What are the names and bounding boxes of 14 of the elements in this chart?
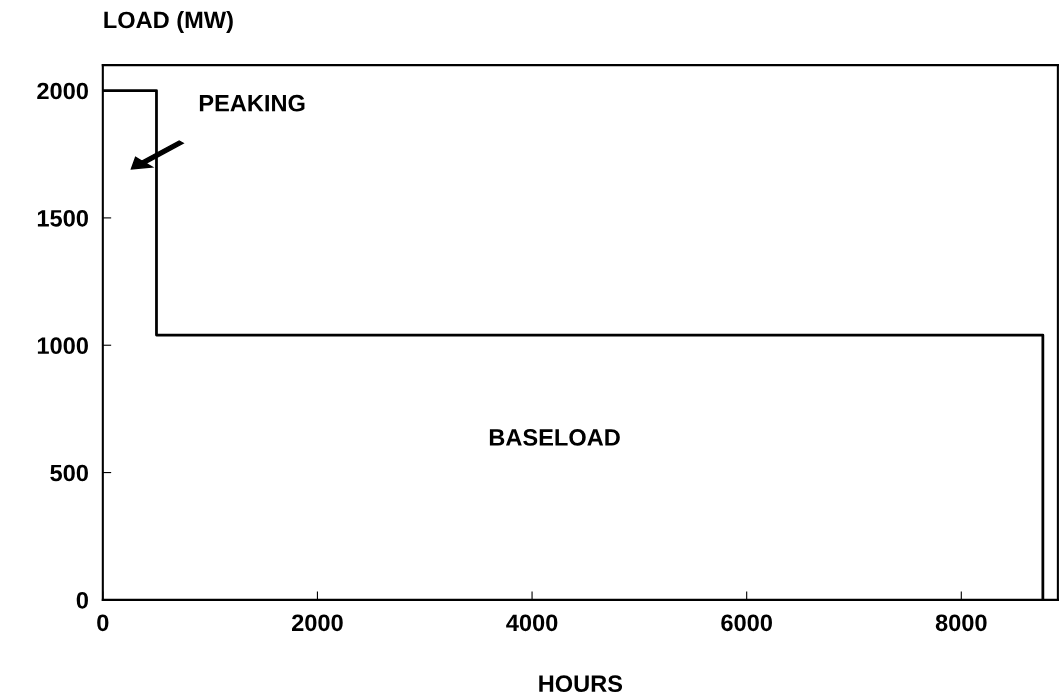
y-tick-label: 0 xyxy=(76,591,88,609)
x-tick-label: 4000 xyxy=(506,614,558,632)
x-tick-label: 6000 xyxy=(721,614,772,632)
x-axis-title: HOURS xyxy=(539,675,623,693)
y-tick-label: 1500 xyxy=(37,209,88,227)
x-tick-label: 2000 xyxy=(292,614,343,632)
x-tick-label: 8000 xyxy=(935,614,987,632)
annotation: BASELOAD xyxy=(489,429,620,446)
y-tick-label: 1000 xyxy=(37,337,88,355)
y-tick-label: 2000 xyxy=(37,82,88,100)
x-tick-label: 0 xyxy=(97,614,109,632)
y-tick-label: 500 xyxy=(50,464,88,482)
annotation: PEAKING xyxy=(199,94,305,112)
y-axis-title: LOAD (MW) xyxy=(104,11,233,34)
